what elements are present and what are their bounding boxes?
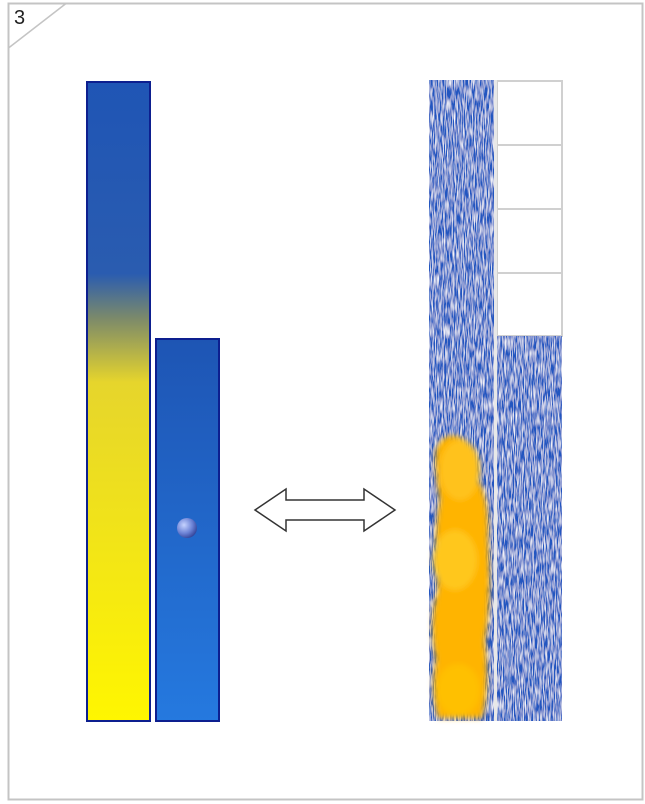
tall-bar [86, 81, 151, 722]
empty-cells [496, 80, 563, 337]
double-arrow [253, 487, 397, 533]
yellow-fill [432, 435, 490, 718]
panel-number: 3 [14, 7, 25, 29]
right-column [497, 336, 562, 721]
corner-tab [8, 2, 67, 49]
textured-columns [429, 80, 563, 721]
ball [177, 518, 197, 538]
